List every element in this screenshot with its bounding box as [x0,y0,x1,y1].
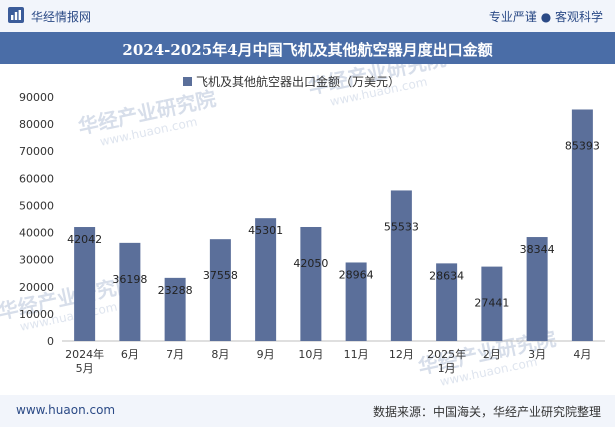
bar [164,277,186,341]
x-tick-label: 3月 [528,348,546,361]
data-label: 42050 [293,257,328,270]
bar [300,226,322,341]
footer-bar: www.huaon.com 数据来源：中国海关，华经产业研究院整理 [0,395,615,427]
data-label: 23288 [158,284,193,297]
bar [390,190,412,341]
bar [74,227,96,341]
bar [436,263,458,341]
x-tick-label: 12月 [389,348,414,361]
x-tick-label: 9月 [257,348,275,361]
y-tick-label: 90000 [19,91,54,104]
bar [526,237,548,341]
bar [209,239,231,341]
x-tick-label: 7月 [166,348,184,361]
data-label: 55533 [384,220,419,233]
y-tick-label: 0 [47,335,54,348]
x-tick-label: 5月 [76,362,94,375]
data-label: 85393 [565,139,600,152]
x-tick-label: 2月 [483,348,501,361]
brand-slogan: 专业严谨 ● 客观科学 [488,10,603,24]
data-label: 37558 [203,269,238,282]
bar [119,242,141,341]
y-tick-label: 40000 [19,227,54,240]
y-tick-label: 70000 [19,145,54,158]
data-label: 36198 [112,273,147,286]
bar-chart: 华经产业研究院www.huaon.com华经产业研究院www.huaon.com… [0,64,605,389]
chart-title: 2024-2025年4月中国飞机及其他航空器月度出口金额 [122,41,493,59]
x-tick-label: 4月 [573,348,591,361]
y-tick-label: 50000 [19,199,54,212]
legend-label: 飞机及其他航空器出口金额（万美元） [196,74,400,89]
y-tick-label: 30000 [19,254,54,267]
y-tick-label: 80000 [19,118,54,131]
x-tick-label: 2025年 [427,347,466,361]
data-label: 38344 [520,243,555,256]
x-tick-label: 8月 [211,348,229,361]
legend-swatch [183,77,192,86]
header-bar: 华经情报网 专业严谨 ● 客观科学 [0,0,615,32]
data-label: 27441 [474,297,509,310]
y-tick-label: 10000 [19,308,54,321]
website-link[interactable]: www.huaon.com [16,403,116,417]
x-tick-label: 6月 [121,348,139,361]
y-tick-label: 60000 [19,172,54,185]
bar [481,266,503,341]
bar [571,109,593,342]
bar [345,262,367,341]
title-bar: 2024-2025年4月中国飞机及其他航空器月度出口金额 [0,32,615,64]
huaon-logo-icon [8,7,24,23]
data-source: 数据来源：中国海关，华经产业研究院整理 [372,405,601,419]
x-tick-label: 11月 [344,348,369,361]
x-tick-label: 1月 [438,362,456,375]
data-label: 28634 [429,269,464,282]
data-label: 45301 [248,224,283,237]
x-tick-label: 10月 [298,348,323,361]
brand-name: 华经情报网 [31,10,92,24]
y-tick-label: 20000 [19,281,54,294]
data-label: 28964 [339,268,374,281]
bar [255,218,277,341]
x-tick-label: 2024年 [65,347,104,361]
data-label: 42042 [67,233,102,246]
